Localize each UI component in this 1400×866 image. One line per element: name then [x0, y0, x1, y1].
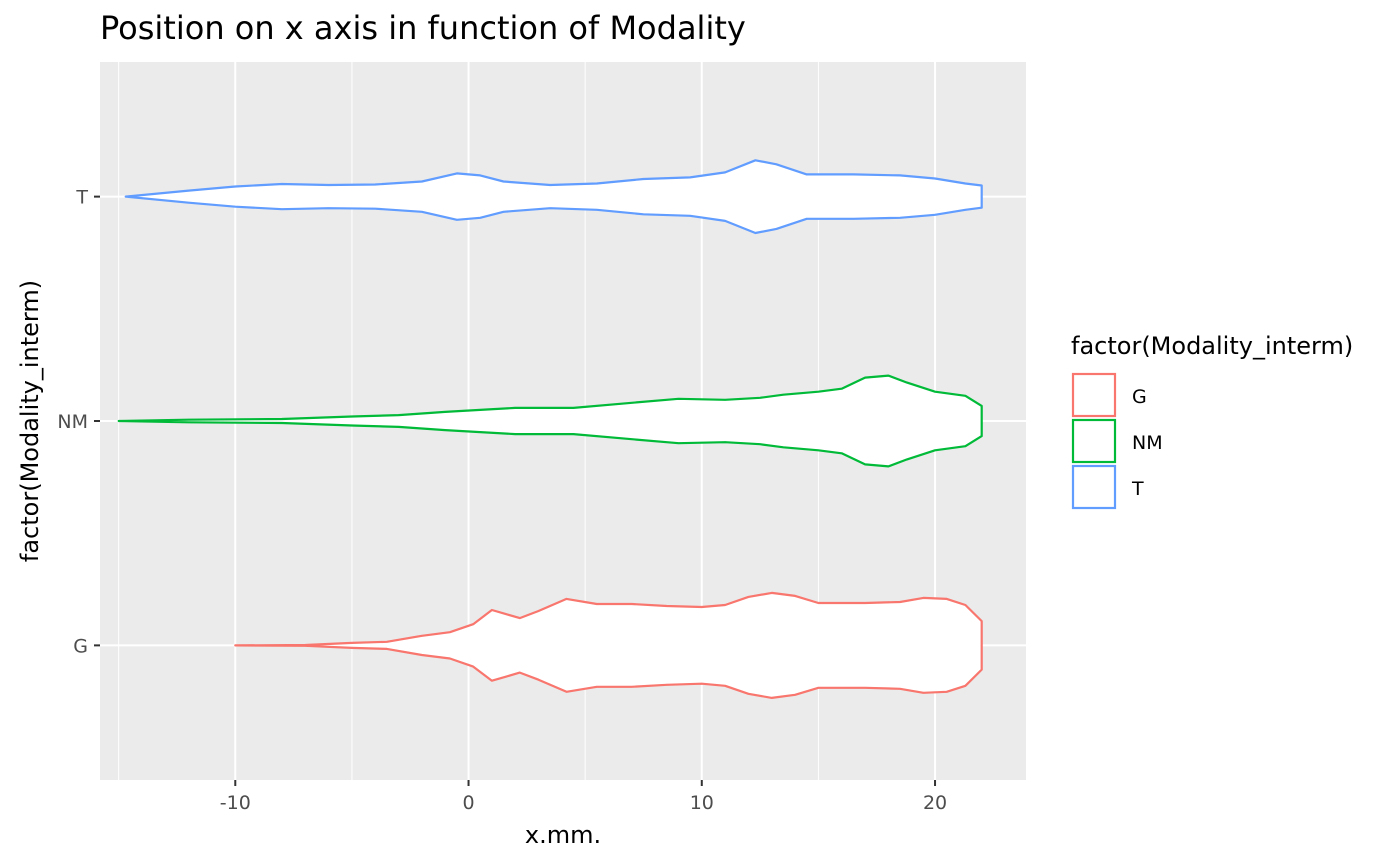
y-tick-label: NM: [57, 411, 88, 433]
legend-key-t: [1071, 464, 1117, 510]
legend-key-nm: [1071, 418, 1117, 464]
legend: factor(Modality_interm) G NM T: [1071, 332, 1353, 510]
x-tick-label: -10: [220, 792, 251, 814]
violin-nm: [117, 374, 983, 468]
violin-g: [234, 591, 983, 699]
legend-label-nm: NM: [1132, 432, 1163, 454]
chart-title: Position on x axis in function of Modali…: [100, 9, 746, 47]
x-tick-label: 20: [923, 792, 947, 814]
legend-label-t: T: [1131, 478, 1144, 500]
y-axis-title: factor(Modality_interm): [16, 280, 44, 562]
x-tick-label: 10: [690, 792, 714, 814]
legend-label-g: G: [1132, 386, 1147, 408]
legend-key-g: [1071, 372, 1117, 418]
x-axis: -10 0 10 20: [220, 780, 947, 814]
violins: [117, 159, 983, 699]
y-axis: G NM T: [57, 187, 100, 657]
legend-title: factor(Modality_interm): [1071, 332, 1353, 360]
x-axis-title: x.mm.: [525, 821, 601, 849]
x-tick-label: 0: [462, 792, 474, 814]
y-tick-label: T: [75, 187, 88, 209]
violin-t: [124, 159, 983, 235]
y-tick-label: G: [73, 635, 88, 657]
